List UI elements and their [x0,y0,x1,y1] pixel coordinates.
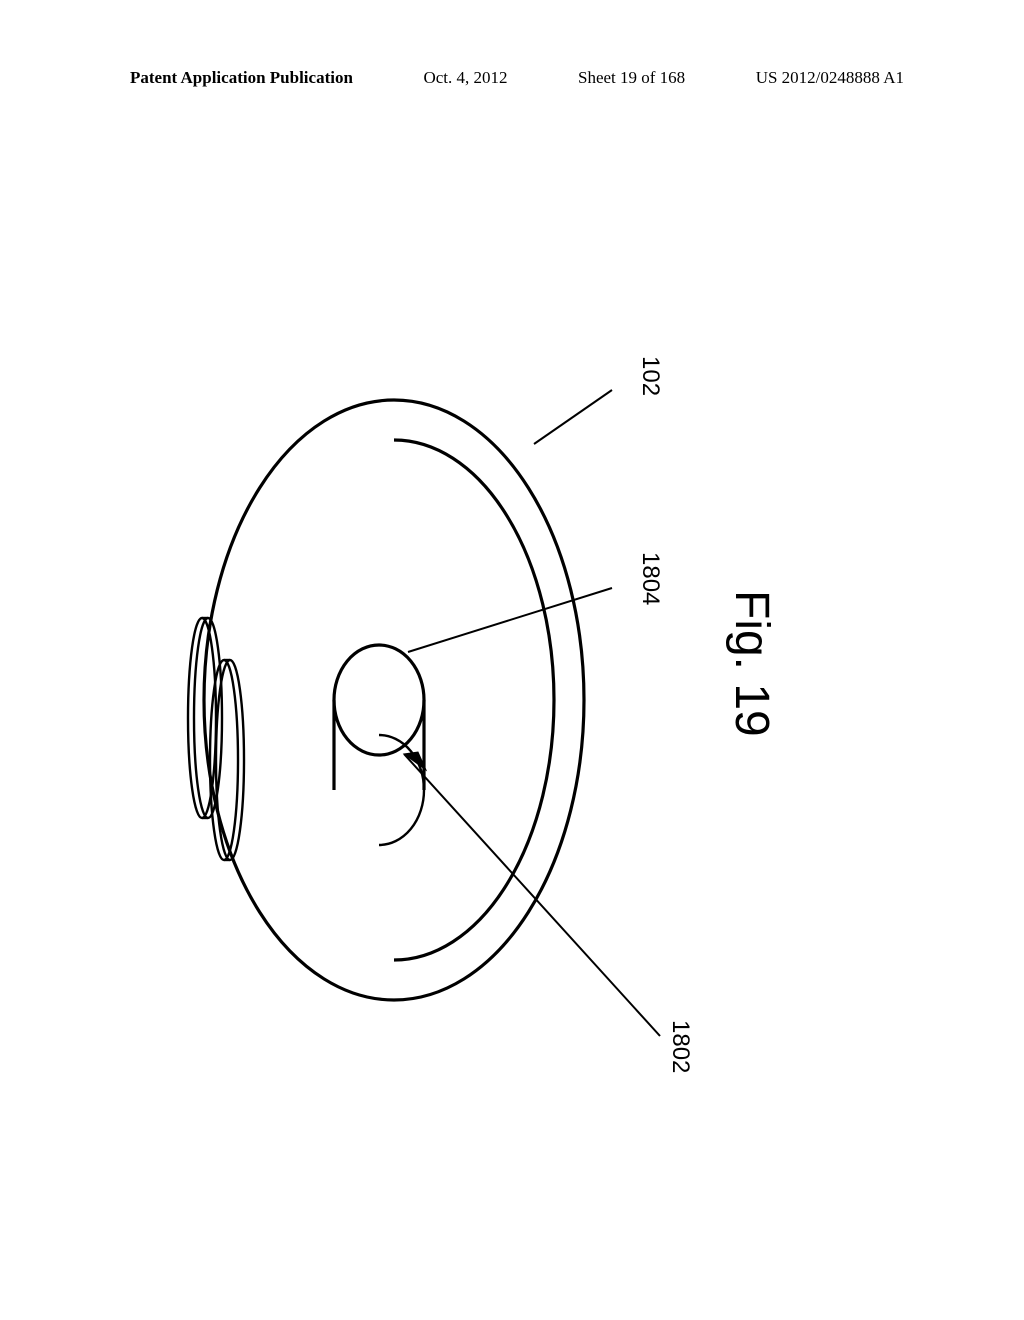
label-1802: 1802 [666,1020,694,1073]
label-102: 102 [636,356,664,396]
label-1804: 1804 [636,552,664,605]
figure-canvas: Fig. 19 102 1804 1802 [0,0,1024,1320]
figure-svg [124,300,824,1120]
